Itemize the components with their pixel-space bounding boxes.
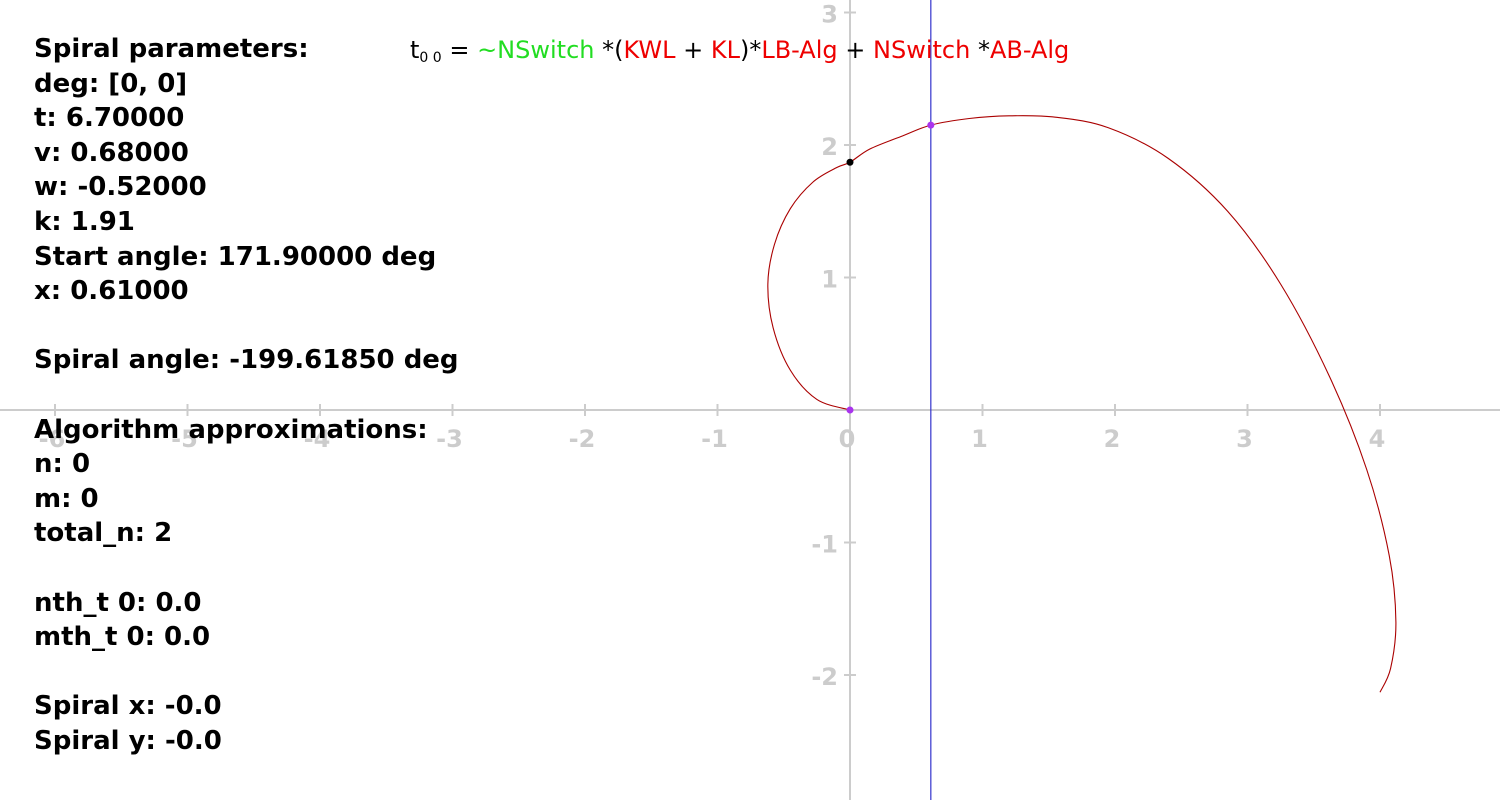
formula-token: = bbox=[441, 36, 478, 64]
x-tick-label: -5 bbox=[171, 425, 198, 453]
info-line: Spiral x: -0.0 bbox=[34, 691, 222, 722]
formula-token: )* bbox=[739, 36, 762, 64]
x-tick-label: 0 bbox=[839, 425, 856, 453]
marker-layer bbox=[846, 121, 935, 414]
info-line: Start angle: 171.90000 deg bbox=[34, 241, 437, 272]
x-tick-label: -1 bbox=[701, 425, 728, 453]
formula-token: AB-Alg bbox=[989, 36, 1070, 64]
info-line: x: 0.61000 bbox=[34, 276, 189, 307]
info-line: n: 0 bbox=[34, 449, 91, 480]
info-line: Algorithm approximations: bbox=[34, 414, 428, 445]
info-line bbox=[34, 551, 459, 586]
formula-token: ~NSwitch bbox=[477, 36, 595, 64]
spiral-curve bbox=[767, 115, 1397, 693]
x-tick-label: -3 bbox=[436, 425, 463, 453]
y-tick-label: 2 bbox=[821, 133, 838, 161]
x-tick-label: 4 bbox=[1369, 425, 1386, 453]
y-tick-label: 3 bbox=[821, 1, 838, 29]
x-tick-label: -6 bbox=[39, 425, 66, 453]
tick-labels: -6 -5 -4 -3 -2 -1 0 1 2 3 4 3 2 1 -1 -2 bbox=[39, 1, 1386, 692]
formula-token: + bbox=[837, 36, 873, 64]
x-tick-label: 1 bbox=[971, 425, 988, 453]
x-tick-label: -2 bbox=[569, 425, 596, 453]
info-line: Spiral y: -0.0 bbox=[34, 725, 222, 756]
formula-token: t bbox=[410, 36, 420, 64]
formula: t0 0 = ~NSwitch *(KWL + KL)*LB-Alg + NSw… bbox=[410, 32, 1069, 76]
info-line: v: 0.68000 bbox=[34, 137, 189, 168]
formula-token: KWL bbox=[623, 36, 676, 64]
formula-token: *( bbox=[594, 36, 624, 64]
curve-layer bbox=[767, 0, 1397, 800]
info-line bbox=[34, 378, 459, 413]
info-panel: Spiral parameters: deg: [0, 0] t: 6.70000 v… bbox=[34, 32, 459, 758]
point-marker bbox=[846, 158, 854, 166]
info-line: deg: [0, 0] bbox=[34, 68, 188, 99]
formula-token: 0 0 bbox=[419, 50, 442, 66]
formula-token: + bbox=[675, 36, 711, 64]
formula-token: NSwitch bbox=[873, 36, 971, 64]
info-line bbox=[34, 309, 459, 344]
info-line: Spiral parameters: bbox=[34, 34, 309, 64]
point-marker bbox=[846, 406, 854, 414]
x-tick-label: -4 bbox=[304, 425, 331, 453]
info-line: total_n: 2 bbox=[34, 518, 173, 549]
info-line: k: 1.91 bbox=[34, 206, 135, 237]
y-tick-label: 1 bbox=[821, 266, 838, 294]
info-line: nth_t 0: 0.0 bbox=[34, 587, 202, 618]
point-marker bbox=[927, 121, 935, 129]
info-line bbox=[34, 655, 459, 690]
y-tick-label: -1 bbox=[811, 531, 838, 559]
formula-token: * bbox=[970, 36, 990, 64]
formula-token: LB-Alg bbox=[761, 36, 838, 64]
info-line: mth_t 0: 0.0 bbox=[34, 622, 211, 653]
info-line: w: -0.52000 bbox=[34, 172, 207, 203]
info-line: m: 0 bbox=[34, 483, 99, 514]
x-tick-label: 3 bbox=[1236, 425, 1253, 453]
formula-token: KL bbox=[710, 36, 740, 64]
info-line: Spiral angle: -199.61850 deg bbox=[34, 345, 459, 376]
x-tick-label: 2 bbox=[1104, 425, 1121, 453]
y-tick-label: -2 bbox=[811, 663, 838, 691]
info-line: t: 6.70000 bbox=[34, 103, 185, 134]
